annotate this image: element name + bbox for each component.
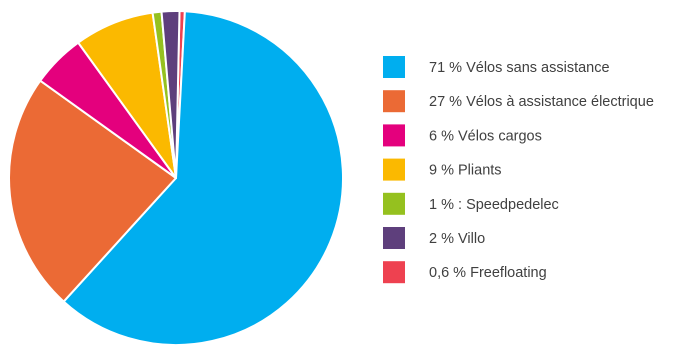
- legend-swatch: [383, 261, 405, 284]
- legend-item: 2 % Villo: [383, 227, 485, 249]
- legend-swatch: [383, 227, 405, 249]
- legend: 71 % Vélos sans assistance 27 % Vélos à a…: [383, 56, 654, 284]
- legend-swatch: [383, 192, 405, 215]
- legend-item: 0,6 % Freefloating: [383, 261, 547, 284]
- legend-label: 0,6 % Freefloating: [429, 265, 547, 281]
- pie-slice: [160, 10, 181, 179]
- legend-label: 27 % Vélos à assistance électrique: [429, 94, 654, 110]
- legend-item: 71 % Vélos sans assistance: [383, 56, 610, 78]
- legend-item: 6 % Vélos cargos: [383, 124, 542, 147]
- legend-swatch: [383, 158, 405, 181]
- legend-label: 6 % Vélos cargos: [429, 128, 542, 144]
- legend-swatch: [383, 56, 405, 78]
- legend-label: 2 % Villo: [429, 231, 485, 247]
- legend-swatch: [383, 124, 405, 147]
- pie-slices: [8, 10, 344, 345]
- legend-label: 1 % : Speedpedelec: [429, 197, 559, 213]
- legend-label: 9 % Pliants: [429, 163, 502, 179]
- legend-item: 9 % Pliants: [383, 158, 502, 181]
- pie-slice: [62, 10, 344, 345]
- legend-label: 71 % Vélos sans assistance: [429, 60, 610, 76]
- legend-swatch: [383, 90, 405, 113]
- legend-item: 1 % : Speedpedelec: [383, 192, 559, 215]
- legend-item: 27 % Vélos à assistance électrique: [383, 90, 654, 113]
- pie-slice: [8, 79, 177, 303]
